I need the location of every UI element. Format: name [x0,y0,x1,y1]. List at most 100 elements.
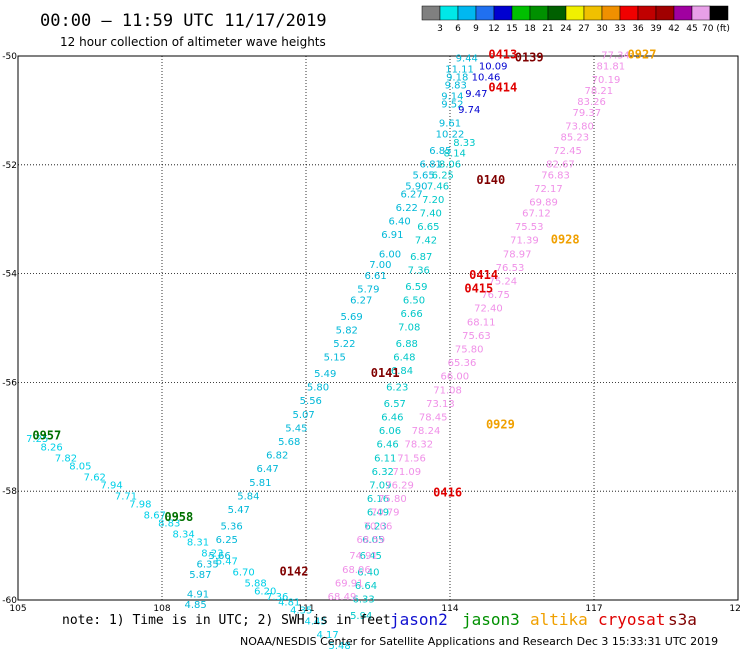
swh-value: 72.45 [553,146,582,157]
swh-value: 6.49 [367,508,389,519]
swh-value: 73.80 [565,121,594,132]
swh-value: 5.48 [328,641,350,650]
y-tick-label: -50 [2,52,17,62]
colorbar-tick: 9 [473,24,479,34]
swh-value: 5.66 [208,551,230,562]
mission-jason3: jason3 [462,610,520,629]
swh-value: 5.82 [336,325,358,336]
mission-jason2: jason2 [390,610,448,629]
swh-value: 5.79 [357,285,379,296]
swh-value: 81.81 [596,62,625,73]
swh-value: 9.14 [441,92,463,103]
colorbar-tick: 18 [524,24,536,34]
swh-value: 7.94 [100,480,122,491]
y-tick-label: -52 [2,161,17,171]
colorbar-tick: 45 [686,24,697,34]
swh-value: 5.69 [340,312,362,323]
swh-value: 69.89 [529,198,558,209]
swh-value: 6.48 [393,353,415,364]
swh-value: 76.29 [385,480,414,491]
swh-value: 7.25 [26,434,48,445]
swh-value: 65.36 [448,358,477,369]
swh-value: 6.46 [376,440,398,451]
swh-value: 4.85 [184,600,206,611]
footnote: note: 1) Time is in UTC; 2) SWH is in fe… [62,613,391,628]
swh-value: 6.50 [403,296,425,307]
swh-value: 5.49 [314,369,336,380]
colorbar-swatch [673,5,693,21]
swh-value: 4.81 [278,597,300,608]
swh-value: 5.80 [307,383,329,394]
colorbar-tick: 42 [668,24,679,34]
credit-line: NOAA/NESDIS Center for Satellite Applica… [240,635,718,648]
colorbar-tick: 39 [650,24,662,34]
colorbar-swatch [637,5,657,21]
colorbar-tick: 15 [506,24,517,34]
pass-time-label: 0929 [486,418,515,432]
swh-value: 75.24 [488,276,517,287]
swh-value: 75.80 [378,494,407,505]
swh-value: 9.47 [465,89,487,100]
y-tick-label: -60 [2,596,17,606]
swh-value: 70.06 [364,521,393,532]
swh-value: 74.91 [349,551,378,562]
axis-ticks: 105 108 111 114 117 120 -50 -52 -54 -56 -58 -60 [2,52,740,614]
swh-value: 9.18 [446,72,468,83]
swh-value: 8.05 [69,461,91,472]
swh-value: 68.11 [467,317,496,328]
pass-time-label: 0416 [433,486,462,500]
swh-value: 4.45 [304,616,326,627]
swh-value: 6.84 [391,366,413,377]
swh-value: 6.22 [396,203,418,214]
swh-value: 7.20 [422,195,444,206]
swh-value: 8.83 [158,519,180,530]
swh-value: 7.08 [398,323,420,334]
swh-value: 5.65 [412,170,434,181]
swh-value: 5.94 [350,611,372,622]
colorbar-tick: 3 [437,24,443,34]
pass-time-label: 0927 [628,48,657,62]
swh-value: 6.45 [360,551,382,562]
swh-value: 5.47 [228,505,250,516]
swh-value: 70.19 [592,75,621,86]
swh-value: 78.21 [584,86,613,97]
swh-value: 68.59 [356,535,385,546]
colorbar: 3 6 9 12 15 18 21 24 27 30 33 36 39 42 45 70 (ft) [421,5,730,34]
pass-time-label: 0414 [488,80,517,94]
swh-value: 75.80 [455,344,484,355]
swh-value: 5.84 [237,491,259,502]
swh-value: 76.53 [496,263,525,274]
swh-value: 6.11 [374,453,396,464]
swh-value: 7.62 [84,472,106,483]
swh-value: 7.36 [408,266,430,277]
swh-value: 6.64 [355,581,377,592]
pass-time-label: 0414 [469,268,498,282]
swh-value: 8.23 [201,548,223,559]
swh-value: 6.59 [405,282,427,293]
colorbar-swatch [655,5,675,21]
pass-time-label: 0139 [515,50,544,64]
swh-value: 6.40 [357,568,379,579]
y-tick-label: -56 [2,378,17,388]
swh-value: 6.57 [384,399,406,410]
swh-value: 6.91 [381,230,403,241]
x-tick-label: 117 [585,604,602,614]
swh-value: 6.05 [362,535,384,546]
colorbar-swatch [421,5,441,21]
colorbar-tick: 27 [578,24,589,34]
colorbar-tick: 70 (ft) [702,24,730,34]
swh-value: 6.25 [216,535,238,546]
y-tick-label: -58 [2,487,17,497]
colorbar-tick: 21 [542,24,553,34]
pass-time-label: 0415 [464,282,493,296]
swh-value: 85.23 [560,132,589,143]
swh-value: 6.65 [417,222,439,233]
swh-value: 5.87 [189,570,211,581]
swh-value: 10.09 [479,62,508,73]
swh-value: 10.46 [472,72,501,83]
colorbar-swatch [601,5,621,21]
swh-value: 5.56 [300,396,322,407]
swh-value: 6.23 [364,521,386,532]
swh-value: 6.00 [379,249,401,260]
